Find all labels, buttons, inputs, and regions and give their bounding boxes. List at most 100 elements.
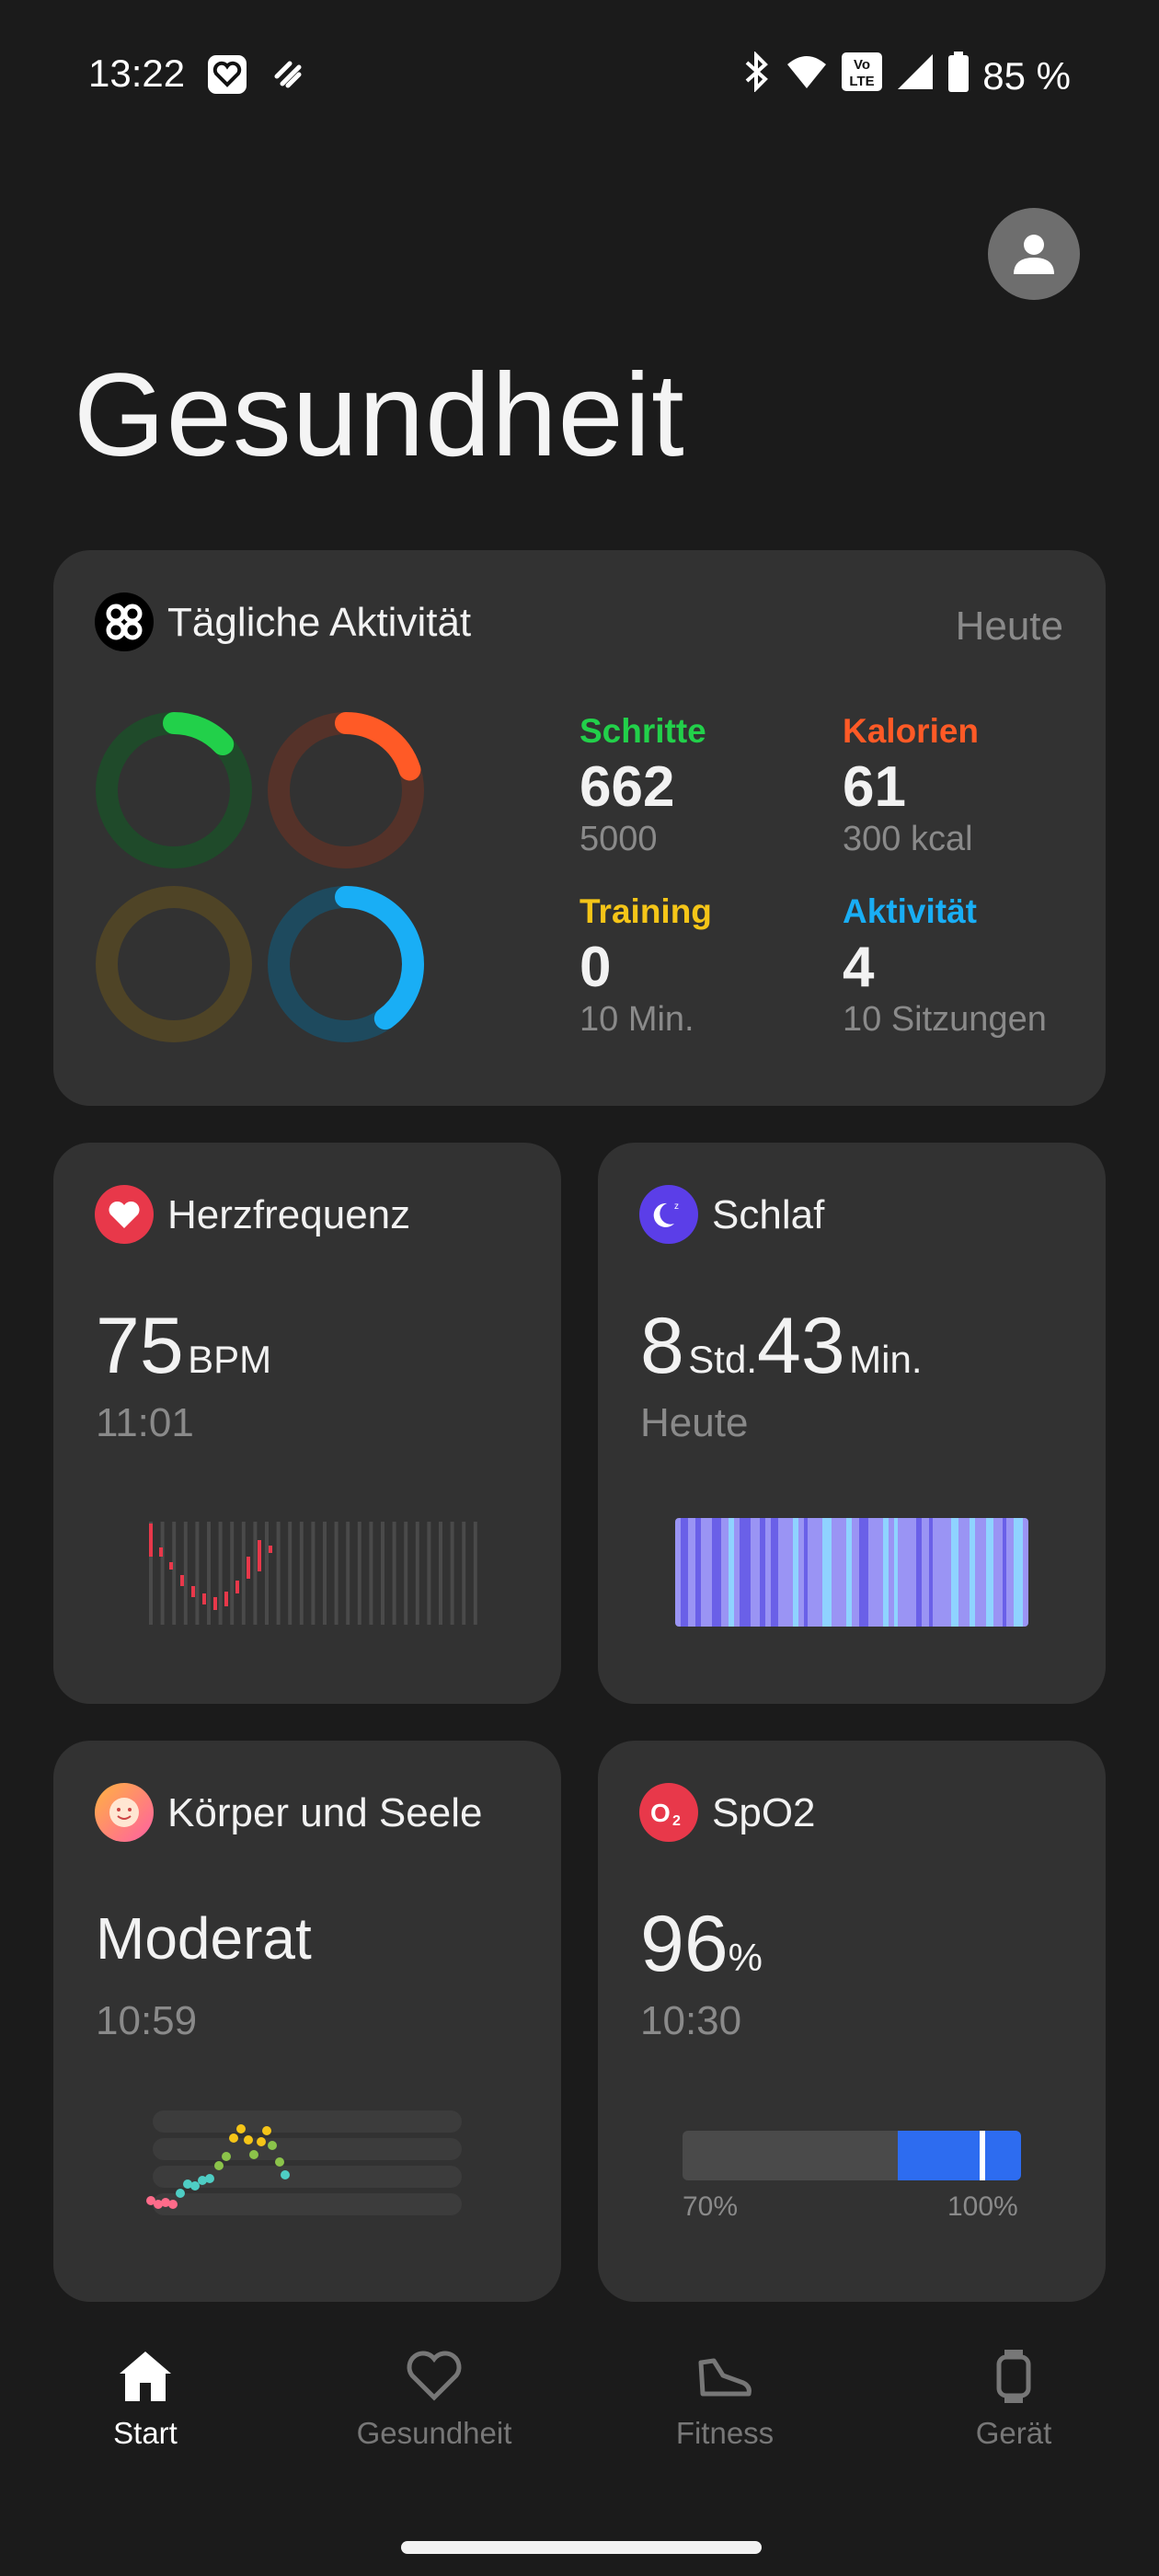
stress-band-4 [153,2193,462,2215]
hr-reading [159,1547,163,1557]
steps-goal: 5000 [580,820,658,858]
hr-bar [346,1522,350,1625]
svg-text:z: z [674,1202,679,1212]
signal-icon [896,52,935,100]
hr-bar [183,1522,188,1625]
bottom-navigation: Start Gesundheit Fitness Gerät [0,2311,1159,2576]
hr-bar [462,1522,466,1625]
stress-point [229,2133,238,2143]
body-mind-title: Körper und Seele [167,1790,483,1835]
stress-point [205,2174,214,2183]
sleep-card[interactable]: z Schlaf 8 Std.43 Min. Heute [598,1143,1106,1704]
activity-value: 4 [843,936,875,999]
sleep-stage-stripe [793,1518,798,1627]
smiley-icon [95,1783,154,1842]
stress-point [146,2196,155,2205]
activity-stat: Aktivität 4 10 Sitzungen [843,892,1047,1040]
status-right-group: Vo LTE 85 % [740,51,1071,101]
health-app-notification-icon [206,53,248,96]
hr-bar [149,1522,153,1625]
sleep-hours: 8 [640,1302,684,1390]
activity-goal: 10 Sitzungen [843,1000,1047,1039]
sleep-stage-stripe [1003,1518,1006,1627]
sleep-stage-stripe [1014,1518,1023,1627]
volte-icon: Vo LTE [841,52,883,101]
nav-start[interactable]: Start [53,2348,237,2451]
sleep-stage-stripe [894,1518,898,1627]
training-ring-track [96,886,252,1042]
spo2-level-marker [977,2131,989,2180]
watch-icon [996,2350,1031,2403]
stress-point [214,2161,224,2170]
spo2-scale-max: 100% [947,2191,1018,2222]
sleep-stage-stripe [822,1518,832,1627]
sleep-stage-stripe [760,1518,765,1627]
training-stat: Training 0 10 Min. [580,892,712,1040]
stress-point [268,2141,277,2150]
nav-geraet[interactable]: Gerät [922,2348,1106,2451]
body-mind-card[interactable]: Körper und Seele Moderat 10:59 [53,1741,561,2302]
spo2-time: 10:30 [640,1998,742,2043]
heart-rate-card[interactable]: Herzfrequenz 75 BPM 11:01 [53,1143,561,1704]
calories-goal: 300 kcal [843,820,973,858]
nav-start-label: Start [113,2416,178,2450]
steps-ring [96,712,252,868]
activity-period: Heute [955,604,1063,649]
hr-reading [202,1593,206,1604]
stress-point [161,2198,170,2207]
nav-fitness[interactable]: Fitness [633,2348,817,2451]
stress-point [275,2157,284,2167]
stress-band-2 [153,2138,462,2160]
steps-stat: Schritte 662 5000 [580,712,706,859]
stress-point [262,2126,271,2135]
hr-bar [473,1522,477,1625]
activity-rings-chart [96,712,424,1042]
svg-text:2: 2 [672,1813,681,1829]
wifi-icon [786,53,828,99]
stress-point [222,2152,231,2161]
hr-reading [269,1546,272,1553]
stress-point [190,2181,200,2191]
hr-bar [253,1522,258,1625]
profile-avatar-button[interactable] [988,208,1080,300]
sleep-minutes-unit: Min. [849,1338,923,1381]
hr-bar [427,1522,431,1625]
hr-bar [381,1522,384,1625]
hr-bar [172,1522,177,1625]
hr-bar [160,1522,165,1625]
stress-point [244,2135,253,2145]
daily-activity-card[interactable]: Tägliche Aktivität Heute Schritte 662 50… [53,550,1106,1106]
spo2-unit: % [728,1936,763,1979]
hr-reading [169,1562,173,1570]
svg-text:Vo: Vo [854,57,870,73]
stress-mini-chart [146,2110,462,2215]
sleep-day: Heute [640,1400,749,1445]
page-title: Gesundheit [74,350,685,481]
steps-value: 662 [580,755,675,819]
stress-point [154,2200,163,2209]
hr-bar [288,1522,293,1625]
home-indicator [401,2541,762,2554]
activity-rings-icon [95,592,154,651]
nav-gesundheit[interactable]: Gesundheit [342,2348,526,2451]
sleep-stage-stripe [695,1518,701,1627]
hr-reading [180,1575,184,1586]
sleep-stage-stripe [951,1518,958,1627]
heart-rate-value: 75 [96,1302,184,1390]
training-goal: 10 Min. [580,1000,694,1039]
heart-rate-reading: 75 BPM [96,1301,271,1392]
hr-bar [195,1522,200,1625]
hr-bar [415,1522,419,1625]
nav-fitness-label: Fitness [675,2416,775,2450]
moon-icon: z [639,1185,698,1244]
hr-bar [265,1522,269,1625]
hr-reading [224,1592,228,1606]
sleep-stage-stripe [883,1518,889,1627]
steps-label: Schritte [580,712,706,750]
sleep-stages-bar [675,1518,1028,1627]
heart-rate-unit: BPM [188,1338,272,1381]
sleep-stage-stripe [771,1518,778,1627]
spo2-value: 96 [640,1900,729,1988]
hr-bar [218,1522,223,1625]
